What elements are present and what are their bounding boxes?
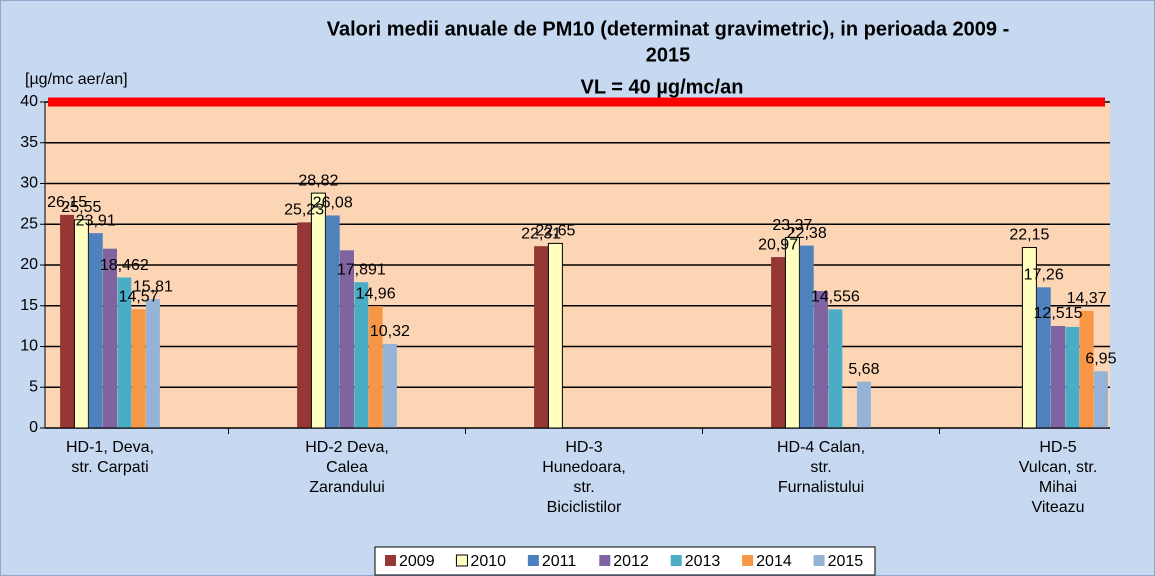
y-tick-label: 0 xyxy=(29,419,38,436)
data-label: 10,32 xyxy=(370,323,410,340)
bar xyxy=(799,245,814,428)
data-label: 26,15 xyxy=(47,194,87,211)
x-tick-label: str. Carpati xyxy=(71,459,148,476)
x-tick-label: HD-4 Calan, xyxy=(777,439,865,456)
bar xyxy=(1051,326,1065,428)
y-tick-label: 15 xyxy=(20,297,38,314)
bar xyxy=(547,242,563,429)
chart-subtitle: VL = 40 µg/mc/an xyxy=(581,76,744,98)
y-tick-label: 10 xyxy=(20,338,38,355)
data-label: 14,556 xyxy=(811,289,860,306)
data-label: 26,08 xyxy=(313,195,353,212)
bar xyxy=(73,219,89,429)
data-label: 23,37 xyxy=(772,217,812,234)
x-tick-label: Viteazu xyxy=(1031,499,1084,516)
x-tick-label: str. xyxy=(810,459,831,476)
bar xyxy=(814,291,828,428)
x-tick-label: Mihai xyxy=(1039,479,1077,496)
bar xyxy=(340,250,354,428)
y-axis-label: [µg/mc aer/an] xyxy=(25,71,128,88)
legend-swatch xyxy=(385,555,396,566)
y-tick-label: 35 xyxy=(20,134,38,151)
bar xyxy=(325,215,340,428)
y-tick-label: 20 xyxy=(20,256,38,273)
legend-swatch xyxy=(527,555,539,566)
data-label: 22,38 xyxy=(787,225,827,242)
bar xyxy=(60,214,75,428)
bar xyxy=(88,233,103,428)
data-label: 15,81 xyxy=(133,278,173,295)
bar xyxy=(828,309,843,428)
data-label: 25,23 xyxy=(284,202,324,219)
data-label: 18,462 xyxy=(100,257,149,274)
chart-title: Valori medii anuale de PM10 (determinat … xyxy=(327,18,1009,40)
bar xyxy=(297,222,312,428)
x-tick-label: HD-1, Deva, xyxy=(66,439,154,456)
legend-swatch xyxy=(742,555,754,566)
legend-label: 2011 xyxy=(542,553,577,570)
legend-label: 2013 xyxy=(685,553,721,570)
x-tick-label: HD-5 xyxy=(1039,439,1076,456)
y-tick-label: 40 xyxy=(20,93,38,110)
data-label: 14,37 xyxy=(1067,290,1107,307)
x-tick-label: Hunedoara, xyxy=(542,459,626,476)
data-label: 6,95 xyxy=(1085,351,1116,368)
x-tick-label: Vulcan, str. xyxy=(1019,459,1098,476)
x-tick-label: str. xyxy=(573,479,594,496)
legend-label: 2010 xyxy=(470,553,506,570)
y-tick-label: 25 xyxy=(20,215,38,232)
x-tick-label: Calea xyxy=(326,459,368,476)
bar xyxy=(856,381,871,428)
legend-swatch xyxy=(599,555,611,566)
data-label: 22,15 xyxy=(1009,227,1049,244)
legend-swatch xyxy=(670,555,682,566)
data-label: 23,91 xyxy=(76,212,116,229)
x-tick-label: HD-2 Deva, xyxy=(305,439,389,456)
legend-label: 2009 xyxy=(399,553,435,570)
bar xyxy=(103,248,117,428)
data-label: 14,96 xyxy=(356,285,396,302)
bar xyxy=(354,282,369,428)
x-tick-label: Biciclistilor xyxy=(547,499,622,516)
bar xyxy=(771,257,786,428)
legend-swatch xyxy=(813,555,825,566)
bar xyxy=(310,192,326,429)
y-tick-label: 30 xyxy=(20,175,38,192)
bar xyxy=(145,299,160,428)
data-label: 5,68 xyxy=(848,361,879,378)
data-label: 20,97 xyxy=(758,236,798,253)
bar xyxy=(1065,326,1080,428)
legend-label: 2015 xyxy=(828,553,864,570)
data-label: 22,65 xyxy=(535,223,575,240)
bar xyxy=(534,246,549,428)
bar xyxy=(131,309,146,428)
x-tick-label: HD-3 xyxy=(565,439,602,456)
x-tick-label: Furnalistului xyxy=(778,479,864,496)
x-tick-label: Zarandului xyxy=(309,479,385,496)
bar xyxy=(1079,310,1094,428)
legend-label: 2014 xyxy=(756,553,792,570)
data-label: 22,31 xyxy=(521,225,561,242)
data-label: 25,55 xyxy=(61,199,101,216)
data-label: 17,26 xyxy=(1024,267,1064,284)
data-label: 12,515 xyxy=(1034,305,1083,322)
bar xyxy=(1036,287,1051,428)
bar xyxy=(1093,371,1108,428)
data-label: 14,57 xyxy=(119,288,159,305)
bar xyxy=(382,343,397,428)
legend-label: 2012 xyxy=(613,553,649,570)
data-label: 17,891 xyxy=(337,261,386,278)
bar xyxy=(368,306,383,428)
legend-swatch xyxy=(455,554,468,567)
bar xyxy=(784,237,800,429)
y-tick-label: 5 xyxy=(29,378,38,395)
chart-title: 2015 xyxy=(646,44,691,66)
bar xyxy=(117,277,132,428)
data-label: 28,82 xyxy=(298,172,338,189)
